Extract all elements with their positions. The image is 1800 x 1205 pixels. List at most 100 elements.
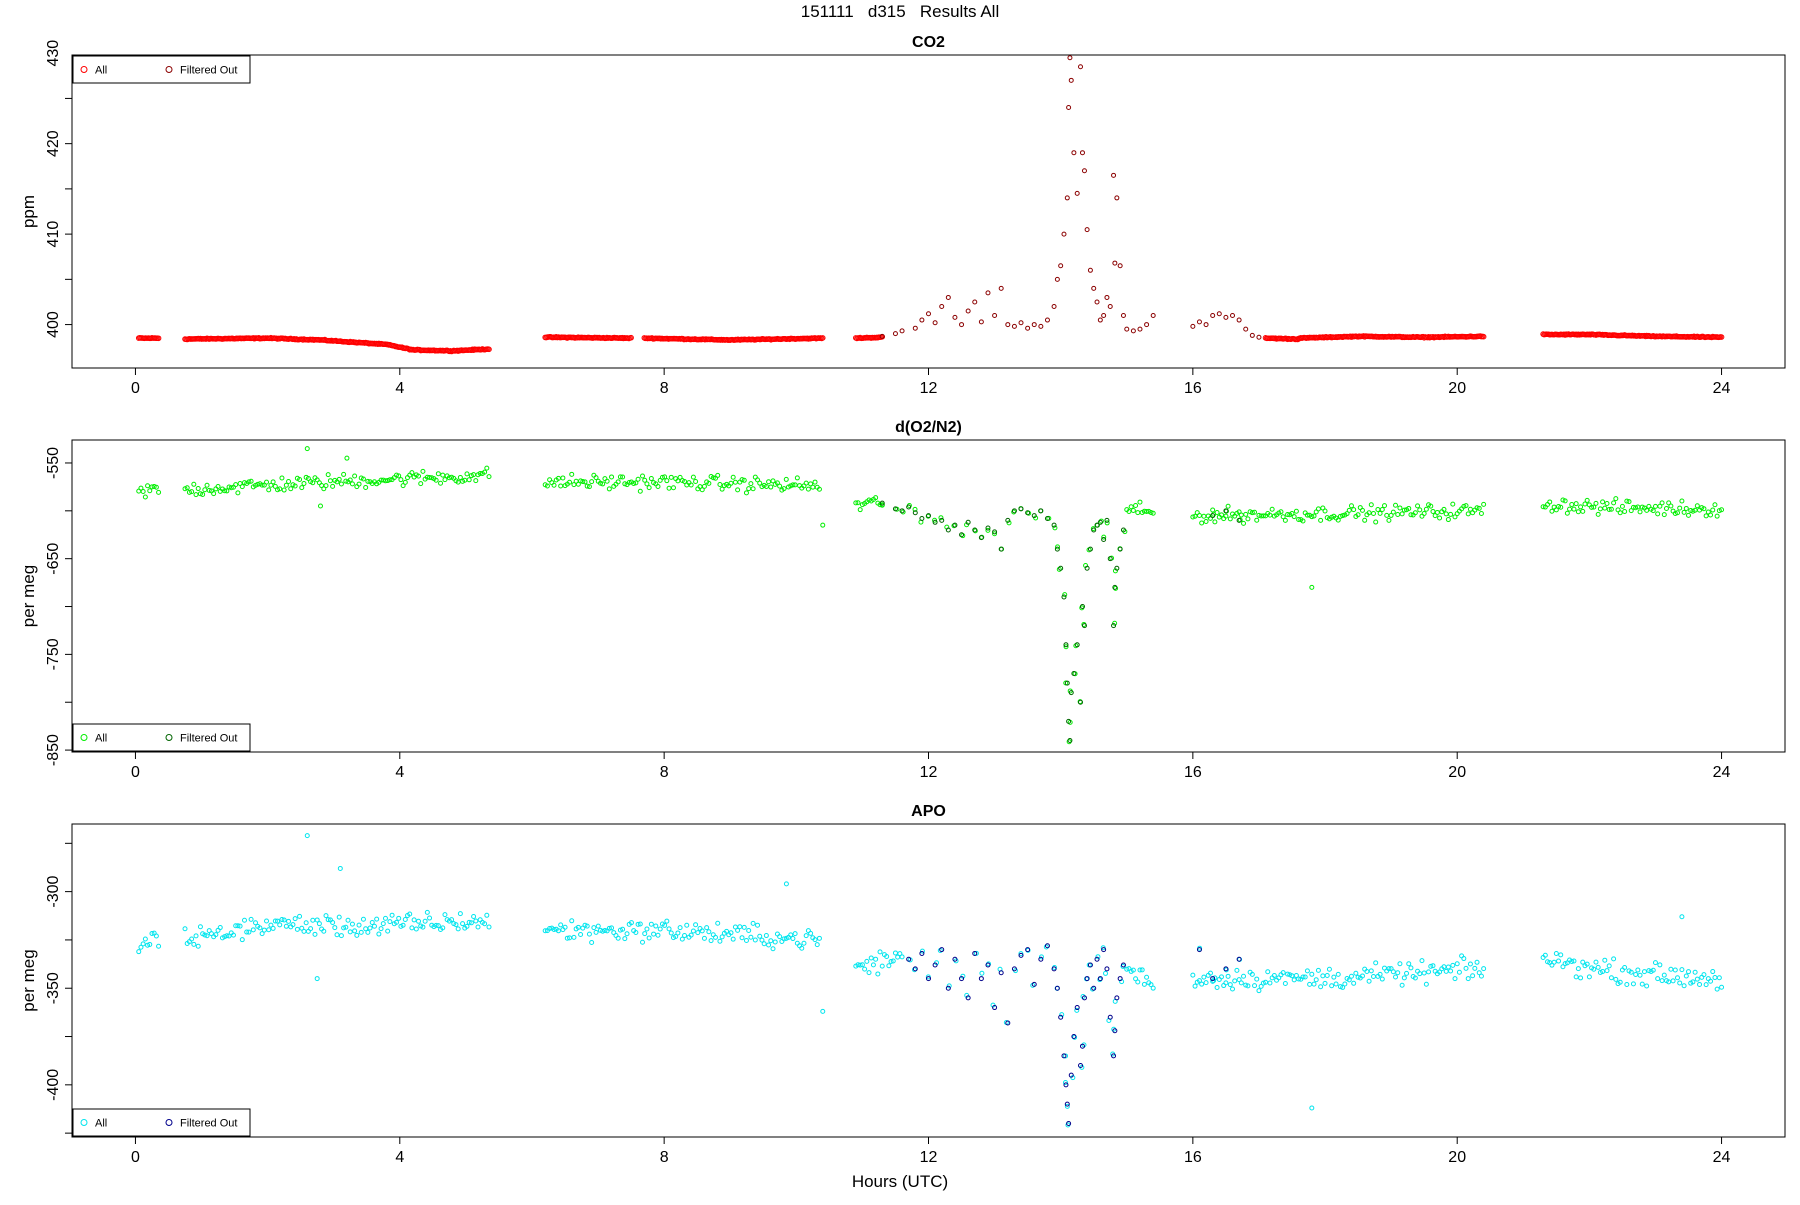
data-point: [626, 479, 632, 485]
data-point: [334, 932, 340, 938]
data-point: [1694, 976, 1700, 982]
data-point: [1322, 508, 1328, 514]
data-point: [655, 483, 661, 489]
data-point: [486, 346, 492, 353]
data-point: [932, 962, 938, 968]
data-point: [1203, 519, 1209, 525]
data-point: [879, 963, 885, 969]
data-point: [810, 484, 816, 490]
data-point: [1210, 513, 1216, 519]
data-point: [1107, 1014, 1113, 1020]
data-point: [233, 482, 239, 488]
data-point: [1697, 981, 1703, 987]
data-point: [735, 487, 741, 493]
data-point: [1114, 565, 1120, 571]
data-point: [1107, 303, 1113, 309]
data-point: [1708, 512, 1714, 518]
legend-label: All: [95, 733, 107, 745]
data-point: [1150, 985, 1156, 991]
data-point: [1064, 1103, 1070, 1109]
data-point: [453, 922, 459, 928]
data-point: [1419, 513, 1425, 519]
data-point: [1613, 976, 1619, 982]
data-point: [1256, 334, 1262, 340]
data-point: [1582, 501, 1588, 507]
data-point: [235, 923, 241, 929]
data-point: [820, 522, 826, 528]
data-point: [1421, 970, 1427, 976]
data-point: [1430, 963, 1436, 969]
data-point: [1461, 503, 1467, 509]
data-point: [1553, 507, 1559, 513]
data-point: [1426, 969, 1432, 975]
data-point: [1562, 498, 1568, 504]
x-tick-label: 0: [131, 380, 140, 397]
data-point: [1311, 513, 1317, 519]
data-point: [380, 921, 386, 927]
data-point: [195, 486, 201, 492]
data-point: [1074, 1007, 1080, 1013]
data-point: [1686, 512, 1692, 518]
data-point: [1553, 951, 1559, 957]
data-point: [420, 468, 426, 474]
data-point: [741, 924, 747, 930]
data-point: [235, 490, 241, 496]
data-point: [606, 486, 612, 492]
data-point: [1622, 509, 1628, 515]
data-point: [998, 285, 1004, 291]
data-point: [551, 926, 557, 932]
data-point: [1591, 504, 1597, 510]
data-point: [992, 313, 998, 319]
data-point: [1448, 511, 1454, 517]
data-point: [620, 926, 626, 932]
data-point: [1652, 503, 1658, 509]
data-point: [1448, 968, 1454, 974]
series-filtered-out: [906, 943, 1242, 1126]
data-point: [1064, 195, 1070, 201]
data-point: [1124, 326, 1130, 332]
data-point: [820, 1008, 826, 1014]
data-point: [1337, 984, 1343, 990]
data-point: [875, 971, 881, 977]
data-point: [1373, 519, 1379, 525]
data-point: [352, 473, 358, 479]
data-point: [1368, 968, 1374, 974]
data-point: [1597, 506, 1603, 512]
data-point: [755, 477, 761, 483]
data-point: [427, 915, 433, 921]
data-point: [356, 481, 362, 487]
data-point: [939, 517, 945, 523]
data-point: [1478, 511, 1484, 517]
data-point: [1397, 961, 1403, 967]
data-point: [1054, 546, 1060, 552]
panel-0: CO2 ppm 0 4 8 12 16 20 24 400 410 420 430 All Filtered…: [19, 34, 1786, 397]
data-point: [272, 483, 278, 489]
data-point: [635, 476, 641, 482]
data-point: [413, 926, 419, 932]
data-point: [1282, 981, 1288, 987]
data-point: [606, 925, 612, 931]
data-point: [442, 912, 448, 918]
data-point: [402, 917, 408, 923]
data-point: [759, 937, 765, 943]
data-point: [912, 966, 918, 972]
data-point: [1068, 690, 1074, 696]
data-point: [244, 929, 250, 935]
data-point: [1719, 507, 1725, 513]
data-point: [677, 925, 683, 931]
data-point: [664, 478, 670, 484]
data-point: [816, 935, 822, 941]
data-point: [1267, 980, 1273, 986]
data-point: [189, 489, 195, 495]
data-point: [1467, 506, 1473, 512]
data-point: [964, 992, 970, 998]
data-point: [1104, 966, 1110, 972]
data-point: [356, 922, 362, 928]
data-point: [866, 970, 872, 976]
data-point: [886, 963, 892, 969]
data-point: [900, 509, 906, 515]
data-point: [1677, 980, 1683, 986]
data-point: [609, 925, 615, 931]
data-point: [1252, 509, 1258, 515]
y-tick-label: -350: [45, 972, 62, 1004]
